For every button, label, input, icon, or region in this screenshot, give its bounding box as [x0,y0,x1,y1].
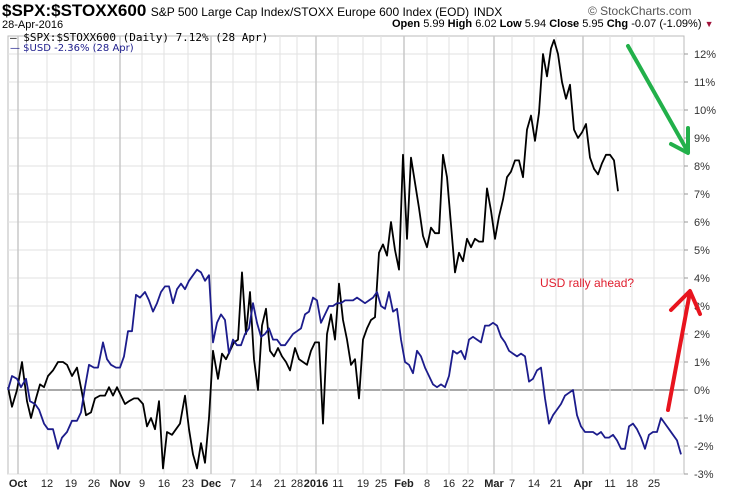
y-tick-label: -1% [694,413,714,425]
x-tick-label: 23 [182,478,194,490]
x-tick-label: 7 [509,478,515,490]
x-tick-label: Mar [484,478,504,490]
x-tick-label: 21 [274,478,286,490]
exchange: INDX [473,5,503,19]
y-tick-label: 8% [694,161,710,173]
x-tick-label: 18 [626,478,638,490]
y-tick-label: 4% [694,273,710,285]
x-tick-label: Nov [110,478,132,490]
symbol: $SPX:$STOXX600 [2,1,147,20]
y-tick-label: -2% [694,441,714,453]
x-tick-label: 21 [550,478,562,490]
chart-date: 28-Apr-2016 [2,19,64,31]
x-tick-label: Apr [574,478,594,490]
red-arrow-icon [666,290,692,412]
green-arrow-icon [626,44,690,154]
y-tick-label: 7% [694,189,710,201]
x-tick-label: 16 [443,478,455,490]
legend: — $SPX:$STOXX600 (Daily) 7.12% (28 Apr) … [10,32,268,54]
low-label: Low [499,18,522,30]
y-tick-label: 12% [694,49,716,61]
close-value: 5.95 [582,18,604,30]
green-arrowhead-icon [669,126,690,155]
x-tick-label: Oct [9,478,28,490]
legend-item-usd: — $USD -2.36% (28 Apr) [10,43,134,54]
x-tick-label: 28 [291,478,303,490]
y-tick-label: 2% [694,329,710,341]
x-tick-label: 16 [158,478,170,490]
y-tick-label: 5% [694,245,710,257]
chg-value: -0.07 (-1.09%) [631,18,702,30]
annotation-text: USD rally ahead? [540,276,635,290]
symbol-description: S&P 500 Large Cap Index/STOXX Europe 600… [150,5,470,19]
chg-down-icon: ▼ [704,19,714,29]
x-tick-label: 8 [424,478,430,490]
close-label: Close [549,18,580,30]
x-tick-label: Dec [201,478,221,490]
brand-watermark: © StockCharts.com [588,4,692,18]
quote-summary: Open 5.99 High 6.02 Low 5.94 Close 5.95 … [392,18,713,30]
y-tick-label: 1% [694,357,710,369]
y-tick-label: 9% [694,133,710,145]
x-tick-label: 19 [65,478,77,490]
y-tick-label: 6% [694,217,710,229]
chg-label: Chg [606,18,629,30]
y-tick-label: 0% [694,385,710,397]
legend-item-spx-stoxx: — $SPX:$STOXX600 (Daily) 7.12% (28 Apr) [10,31,269,44]
x-tick-label: 7 [230,478,236,490]
y-tick-label: -3% [694,469,714,481]
high-value: 6.02 [475,18,497,30]
x-tick-label: 14 [528,478,540,490]
x-tick-label: 11 [332,478,343,490]
x-tick-label: 22 [462,478,474,490]
series-line-usd [7,268,682,455]
x-tick-label: Feb [394,478,414,490]
red-arrowhead-icon [669,289,702,316]
series-line-spx-stoxx [7,39,619,470]
y-tick-label: 10% [694,105,716,117]
chart-title: $SPX:$STOXX600 S&P 500 Large Cap Index/S… [2,1,502,21]
x-tick-label: 14 [250,478,262,490]
y-tick-label: 11% [694,77,715,89]
open-value: 5.99 [423,18,445,30]
x-tick-label: 12 [41,478,53,490]
x-tick-label: 9 [139,478,145,490]
x-tick-label: 26 [88,478,100,490]
low-value: 5.94 [524,18,547,30]
x-tick-label: 25 [375,478,387,490]
x-tick-label: 25 [648,478,660,490]
open-label: Open [392,18,421,30]
x-tick-label: 11 [604,478,615,490]
x-tick-label: 19 [357,478,369,490]
x-tick-label: 2016 [304,478,328,490]
high-label: High [447,18,473,30]
